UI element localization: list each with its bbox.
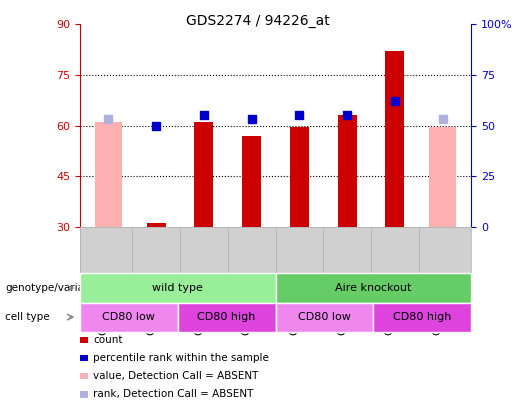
Text: count: count — [93, 335, 123, 345]
Text: CD80 low: CD80 low — [298, 312, 351, 322]
Bar — [242, 136, 261, 227]
Bar — [290, 127, 309, 227]
Text: Aire knockout: Aire knockout — [335, 283, 411, 293]
Text: genotype/variation: genotype/variation — [5, 283, 104, 293]
Bar — [194, 122, 214, 227]
Text: CD80 high: CD80 high — [197, 312, 256, 322]
Text: cell type: cell type — [5, 312, 50, 322]
Bar — [337, 115, 357, 227]
Text: GDS2274 / 94226_at: GDS2274 / 94226_at — [185, 14, 330, 28]
Text: value, Detection Call = ABSENT: value, Detection Call = ABSENT — [93, 371, 259, 381]
Bar — [430, 127, 456, 227]
Text: CD80 high: CD80 high — [393, 312, 452, 322]
Bar — [385, 51, 404, 227]
Text: rank, Detection Call = ABSENT: rank, Detection Call = ABSENT — [93, 390, 253, 399]
Bar — [95, 122, 122, 227]
Text: percentile rank within the sample: percentile rank within the sample — [93, 353, 269, 363]
Bar — [147, 224, 166, 227]
Text: CD80 low: CD80 low — [102, 312, 155, 322]
Text: wild type: wild type — [152, 283, 203, 293]
